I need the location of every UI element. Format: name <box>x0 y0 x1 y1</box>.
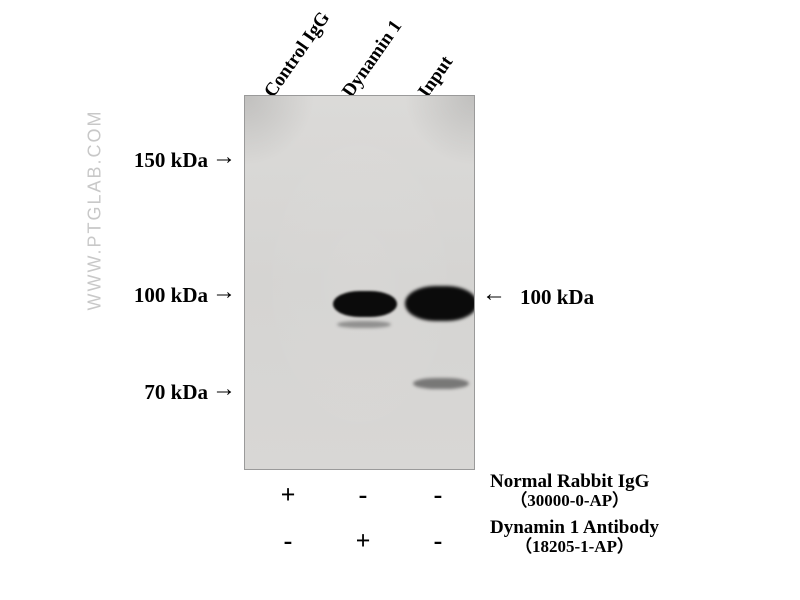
pm-cell: - <box>258 526 318 556</box>
band-dynamin-main <box>333 291 397 317</box>
arrow-icon: ← <box>482 281 506 308</box>
pm-cell: - <box>408 526 468 556</box>
arrow-icon: → <box>212 279 236 306</box>
arrow-icon: → <box>212 144 236 171</box>
lane-label-control: Control IgG <box>260 8 335 102</box>
arrow-icon: → <box>212 376 236 403</box>
pm-cell: + <box>333 526 393 556</box>
mw-marker-right-100: 100 kDa <box>520 285 594 310</box>
pm-cell: - <box>333 480 393 510</box>
reagent-dynamin-ab: Dynamin 1 Antibody （18205-1-AP） <box>490 518 659 556</box>
band-dynamin-minor <box>337 321 391 328</box>
reagent-catalog: （18205-1-AP） <box>490 538 659 556</box>
mw-marker-70: 70 kDa <box>126 380 208 405</box>
reagent-normal-igg: Normal Rabbit IgG （30000-0-AP） <box>490 472 649 510</box>
pm-cell: + <box>258 480 318 510</box>
watermark-text: WWW.PTGLAB.COM <box>85 110 106 311</box>
pm-cell: - <box>408 480 468 510</box>
blot-background <box>245 96 474 469</box>
band-input-main <box>405 286 475 321</box>
reagent-name: Dynamin 1 Antibody <box>490 518 659 538</box>
band-input-minor <box>413 378 469 389</box>
figure-container: WWW.PTGLAB.COM Control IgG Dynamin 1 Inp… <box>0 0 800 600</box>
mw-marker-150: 150 kDa <box>116 148 208 173</box>
reagent-name: Normal Rabbit IgG <box>490 472 649 492</box>
lane-label-dynamin: Dynamin 1 <box>338 16 407 102</box>
mw-marker-100: 100 kDa <box>116 283 208 308</box>
reagent-catalog: （30000-0-AP） <box>490 492 649 510</box>
western-blot-image <box>244 95 475 470</box>
